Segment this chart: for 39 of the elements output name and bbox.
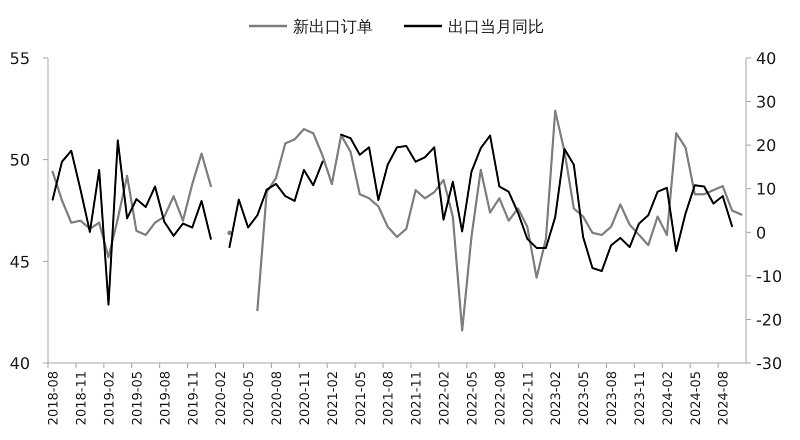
x-tick-label: 2020-08 [270,371,286,426]
x-tick-label: 2020-11 [298,371,313,426]
legend-label: 出口当月同比 [448,18,544,36]
y-tick-label: 55 [10,49,30,68]
y2-tick-label: 30 [756,92,776,112]
x-tick-label: 2020-02 [214,371,230,426]
x-tick-label: 2023-08 [605,371,620,426]
x-tick-label: 2022-02 [438,371,453,426]
x-tick-label: 2022-11 [521,371,536,426]
x-tick-label: 2021-08 [382,371,397,426]
x-tick-label: 2019-08 [158,371,174,426]
x-tick-label: 2024-05 [688,371,704,426]
x-tick-label: 2019-02 [102,371,118,426]
x-tick-label: 2023-02 [549,371,564,426]
x-tick-label: 2019-11 [186,371,202,426]
y2-tick-label: -30 [756,354,782,373]
x-tick-label: 2021-05 [354,371,369,426]
y2-tick-label: -10 [756,266,782,286]
x-tick-label: 2021-02 [326,371,341,426]
x-tick-label: 2023-11 [632,371,648,426]
x-tick-label: 2022-08 [493,371,508,426]
x-tick-label: 2021-11 [410,371,425,426]
x-tick-label: 2019-05 [130,371,146,426]
y2-tick-label: 10 [756,180,776,199]
y2-tick-label: 20 [756,136,776,156]
legend-label: 新出口订单 [293,18,373,36]
y-tick-label: 50 [10,150,30,170]
y2-tick-label: -20 [756,310,782,330]
y2-tick-label: 40 [756,49,776,68]
x-tick-label: 2024-02 [660,371,676,426]
y-tick-label: 45 [10,252,30,272]
x-tick-label: 2023-05 [577,371,592,426]
x-tick-label: 2018-08 [46,371,62,426]
x-tick-label: 2022-05 [465,371,480,426]
y-tick-label: 40 [10,354,30,373]
x-tick-label: 2020-05 [242,371,258,426]
x-tick-label: 2018-11 [74,371,90,426]
y2-tick-label: 0 [756,223,766,242]
x-tick-label: 2024-08 [716,371,732,426]
